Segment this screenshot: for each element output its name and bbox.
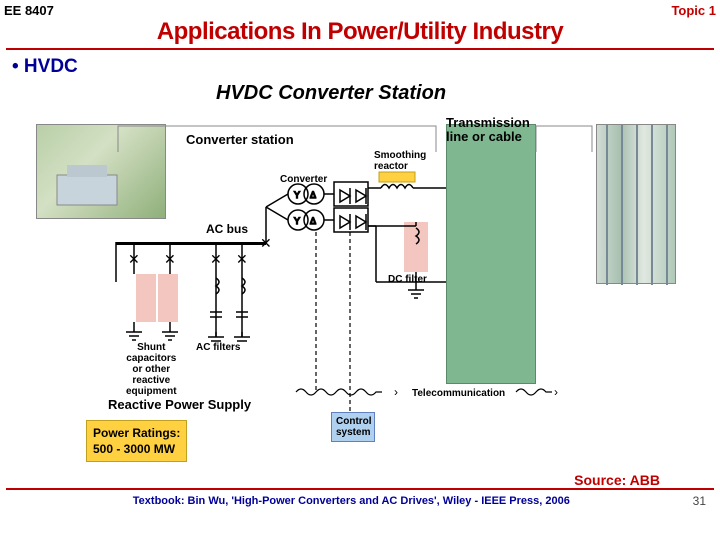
svg-text:›: ›	[394, 385, 398, 399]
svg-text:✕: ✕	[260, 235, 272, 251]
bullet-hvdc: • HVDC	[0, 50, 720, 82]
textbook-citation: Textbook: Bin Wu, 'High-Power Converters…	[10, 495, 693, 507]
power-rating-box: Power Ratings: 500 - 3000 MW	[86, 420, 187, 462]
svg-text:Y: Y	[294, 216, 300, 226]
page-number: 31	[693, 494, 710, 508]
svg-text:Δ: Δ	[310, 216, 316, 226]
control-system-box: Control system	[331, 412, 375, 442]
svg-text:›: ›	[554, 385, 558, 399]
svg-text:Δ: Δ	[310, 190, 316, 200]
hvdc-diagram: HVDC Converter Station Converter station…	[36, 82, 676, 472]
course-code: EE 8407	[4, 3, 54, 18]
schematic: Y Δ Y Δ ✕ ✕ ✕ ✕ ✕	[36, 82, 676, 442]
svg-text:Y: Y	[294, 190, 300, 200]
source-credit: Source: ABB	[0, 472, 720, 488]
topic-number: Topic 1	[671, 3, 716, 18]
slide-title: Applications In Power/Utility Industry	[0, 18, 720, 48]
